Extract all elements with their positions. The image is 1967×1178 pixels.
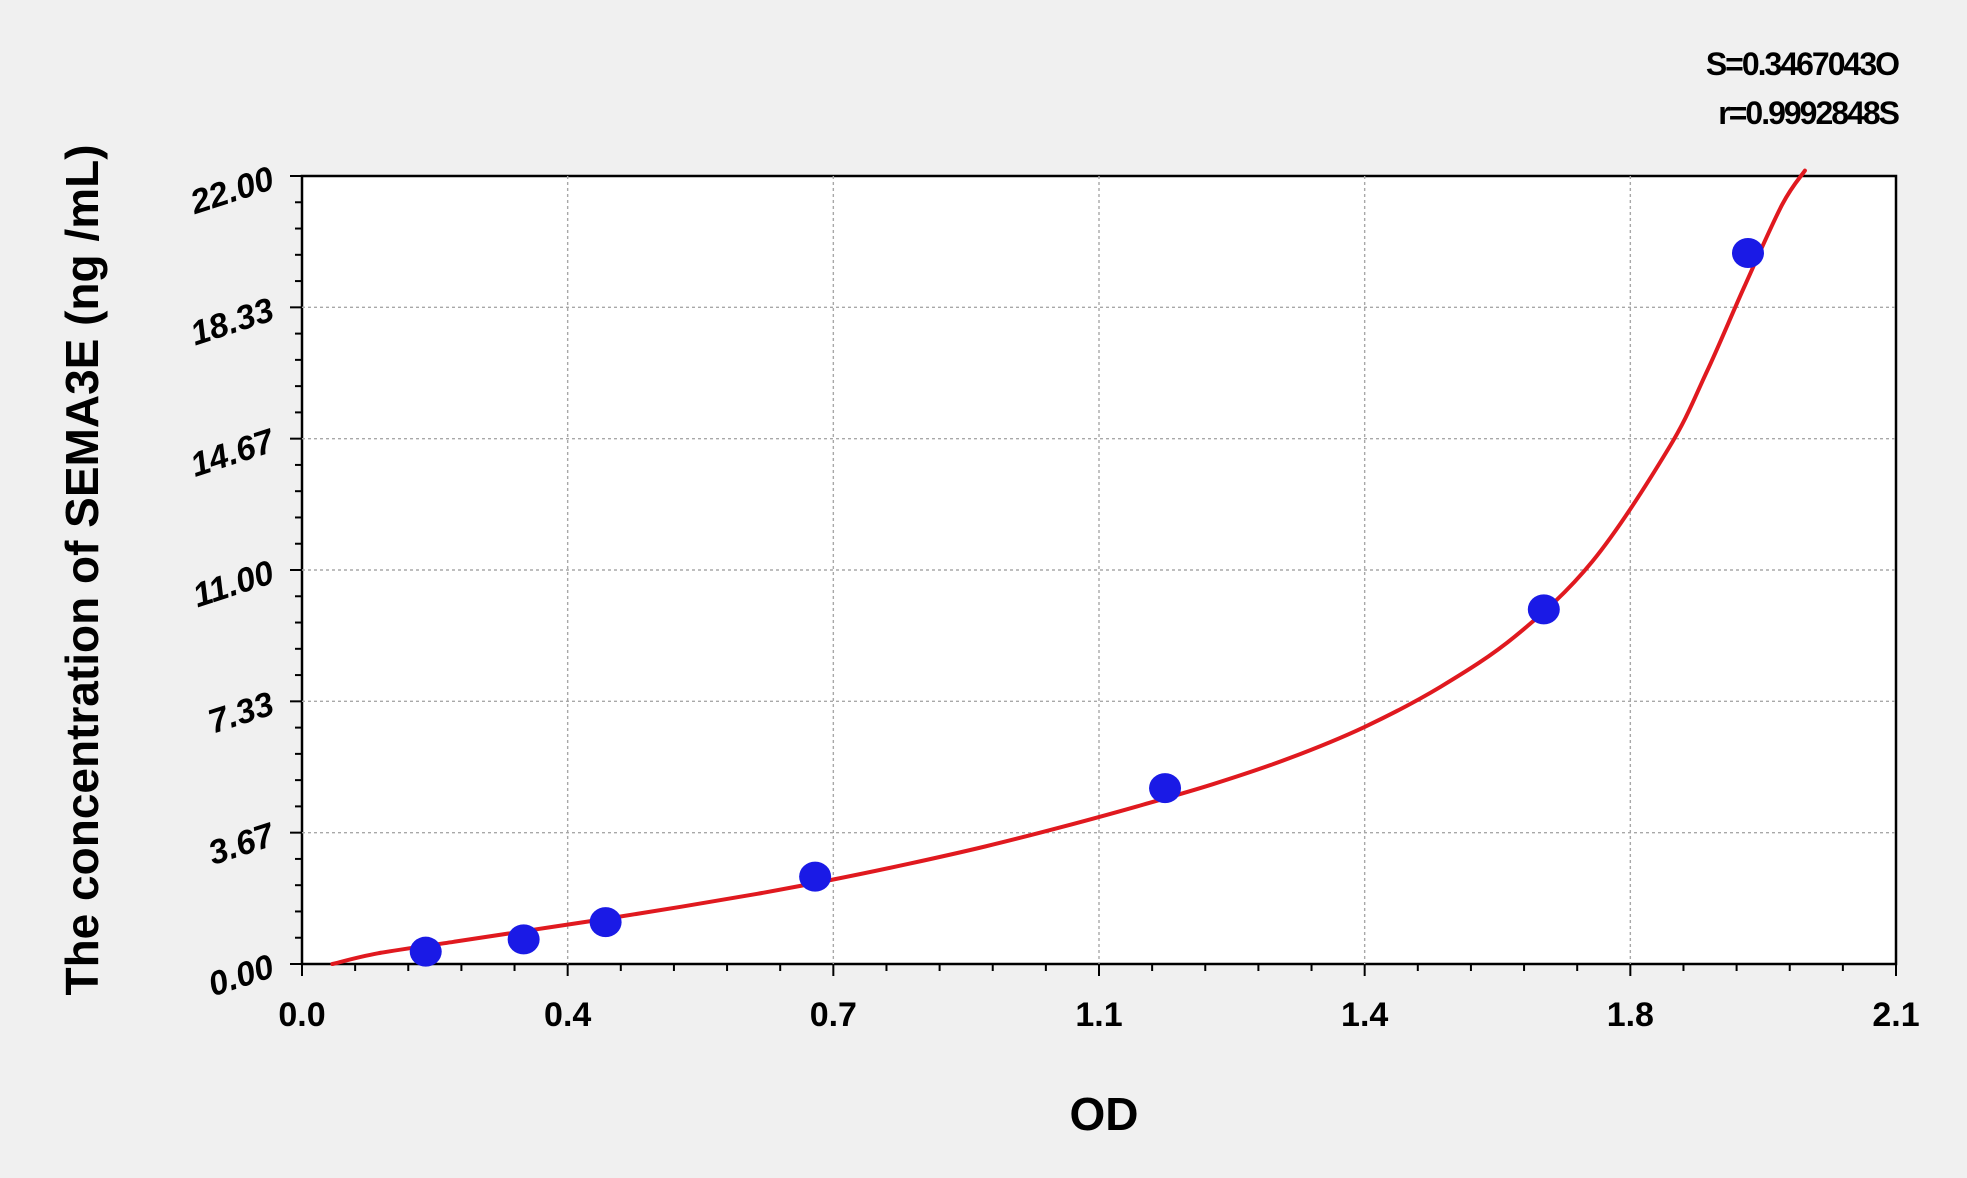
x-tick-label: 2.1: [1872, 996, 1919, 1034]
y-tick-label: 3.67: [204, 815, 281, 872]
y-tick-labels: 0.00 3.67 7.33 11.00 14.67 18.33 22.00: [185, 159, 281, 1004]
x-tick-label: 0.4: [544, 996, 591, 1034]
y-tick-label: 22.00: [185, 159, 279, 222]
x-tick-label: 0.7: [810, 996, 857, 1034]
data-point: [507, 924, 540, 955]
data-point: [799, 861, 832, 892]
y-axis-title: The concentration of SEMA3E (ng /mL): [56, 144, 108, 995]
axis-ticks: [290, 175, 1897, 976]
data-point: [1527, 594, 1560, 625]
x-tick-label: 0.0: [278, 996, 325, 1034]
s-value-label: S=0.3467043O: [1706, 46, 1899, 82]
x-tick-labels: 0.0 0.4 0.7 1.1 1.4 1.8 2.1: [278, 996, 1919, 1034]
x-tick-label: 1.1: [1075, 996, 1122, 1034]
data-point: [1731, 238, 1764, 269]
x-axis-title: OD: [1070, 1088, 1139, 1140]
r-value-label: r=0.9992848S: [1718, 95, 1899, 131]
x-tick-label: 1.8: [1607, 996, 1654, 1034]
y-tick-label: 7.33: [204, 685, 279, 742]
grid: [302, 176, 1896, 964]
y-tick-label: 0.00: [204, 947, 279, 1004]
y-tick-label: 14.67: [186, 421, 281, 484]
y-tick-label: 18.33: [186, 291, 279, 353]
data-point: [1149, 773, 1182, 804]
y-tick-label: 11.00: [188, 553, 278, 615]
x-tick-label: 1.4: [1341, 996, 1388, 1034]
data-point: [589, 907, 622, 938]
data-points: [409, 238, 1764, 967]
data-point: [409, 936, 442, 967]
plot-area: [300, 174, 1898, 966]
